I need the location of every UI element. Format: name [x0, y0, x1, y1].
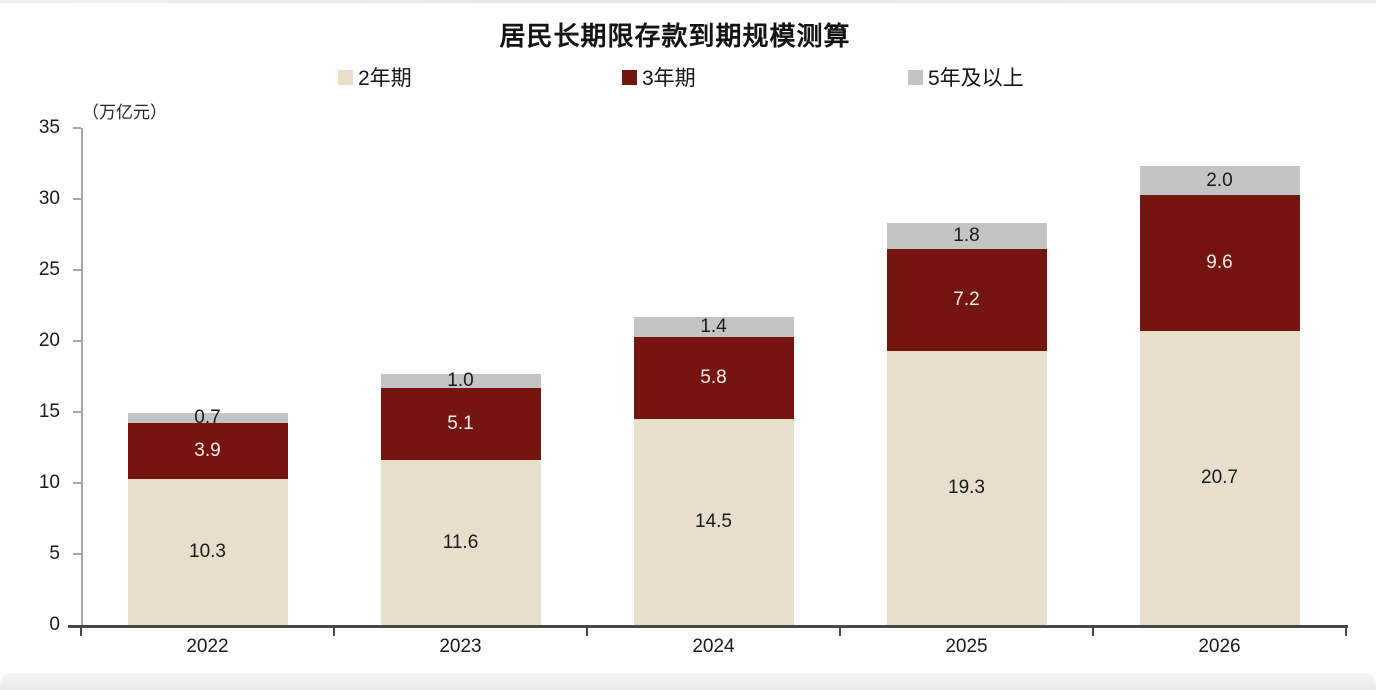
bar-segment — [1139, 331, 1300, 625]
bar-segment — [1139, 194, 1300, 332]
legend-label: 2年期 — [358, 67, 412, 90]
bar-segment — [380, 373, 541, 388]
bar-segment — [127, 423, 288, 479]
bar-segment — [886, 350, 1047, 625]
legend-item: 3年期 — [622, 64, 696, 90]
x-axis-tick — [1092, 627, 1094, 636]
y-axis-tick — [73, 553, 81, 555]
x-axis-tick — [80, 627, 82, 636]
bar-segment — [127, 413, 288, 424]
bar-value-label: 14.5 — [695, 511, 732, 533]
bar-value-label: 10.3 — [189, 540, 226, 562]
y-axis-tick — [73, 411, 81, 413]
bar-segment — [633, 336, 794, 420]
y-axis-label: 35 — [38, 117, 60, 138]
x-axis-category-label: 2025 — [945, 636, 988, 657]
y-axis-line — [81, 128, 83, 625]
bar-segment — [127, 478, 288, 625]
y-axis-label: 15 — [38, 401, 60, 422]
x-axis-tick — [333, 627, 335, 636]
bar-value-label: 5.8 — [700, 366, 727, 388]
bar-value-label: 7.2 — [953, 288, 980, 310]
bar-value-label: 1.4 — [700, 315, 727, 337]
y-axis-unit-label: （万亿元） — [82, 103, 167, 122]
y-axis-tick — [73, 269, 81, 271]
y-axis-label: 25 — [38, 259, 60, 280]
x-axis-tick — [1345, 627, 1347, 636]
bar-value-label: 1.8 — [953, 224, 980, 246]
bar-value-label: 0.7 — [194, 407, 221, 429]
legend-item: 2年期 — [338, 64, 412, 90]
bar-value-label: 1.0 — [447, 369, 474, 391]
bar-value-label: 3.9 — [194, 440, 221, 462]
y-axis-label: 5 — [49, 543, 60, 564]
legend-swatch-icon — [338, 69, 353, 85]
bottom-edge-strip — [0, 673, 1376, 690]
x-axis-category-label: 2026 — [1198, 636, 1241, 657]
chart-title: 居民长期限存款到期规模测算 — [499, 21, 851, 51]
y-axis-tick — [73, 482, 81, 484]
bar-segment — [886, 248, 1047, 351]
bar-value-label: 11.6 — [442, 531, 479, 553]
y-axis-label: 10 — [38, 472, 60, 493]
legend-item: 5年及以上 — [908, 64, 1024, 90]
legend-label: 3年期 — [642, 67, 696, 90]
legend-swatch-icon — [908, 69, 923, 85]
bar-segment — [380, 387, 541, 461]
y-axis-label: 0 — [49, 614, 60, 635]
legend-swatch-icon — [622, 69, 637, 85]
bar-segment — [633, 419, 794, 625]
x-axis-category-label: 2022 — [186, 636, 229, 657]
bar-segment — [886, 223, 1047, 249]
x-axis-category-label: 2023 — [439, 636, 482, 657]
x-axis-category-label: 2024 — [692, 636, 735, 657]
top-edge-strip — [0, 0, 1376, 3]
y-axis-tick — [73, 340, 81, 342]
bar-segment — [633, 316, 794, 337]
y-axis-label: 30 — [38, 188, 60, 209]
bar-value-label: 20.7 — [1201, 467, 1238, 489]
y-axis-tick — [73, 127, 81, 129]
bar-value-label: 5.1 — [447, 413, 474, 435]
bar-value-label: 19.3 — [948, 476, 985, 498]
x-axis-tick — [839, 627, 841, 636]
y-axis-tick — [73, 198, 81, 200]
x-axis-tick — [586, 627, 588, 636]
bar-value-label: 2.0 — [1206, 169, 1233, 191]
y-axis-label: 20 — [38, 330, 60, 351]
bar-segment — [380, 460, 541, 625]
x-axis-line — [68, 625, 1348, 628]
bar-value-label: 9.6 — [1206, 251, 1233, 273]
legend-label: 5年及以上 — [928, 67, 1024, 90]
bar-segment — [1139, 166, 1300, 195]
